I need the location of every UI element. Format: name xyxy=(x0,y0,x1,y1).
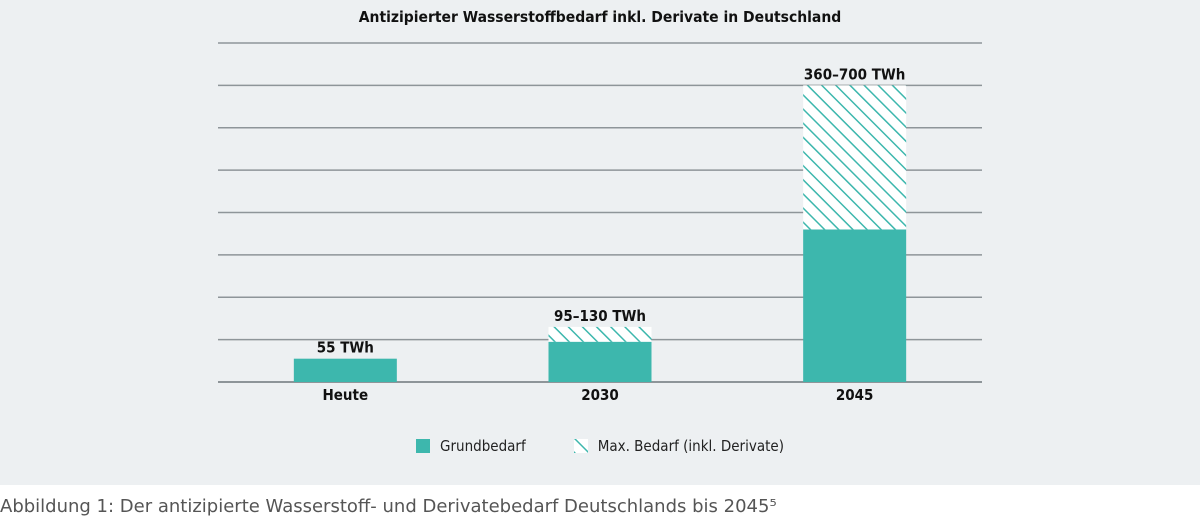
data-label: 55 TWh xyxy=(317,339,374,357)
x-tick-label: 2030 xyxy=(581,386,619,404)
chart-title: Antizipierter Wasserstoffbedarf inkl. De… xyxy=(358,8,842,26)
legend-label-max-bedarf: Max. Bedarf (inkl. Derivate) xyxy=(597,437,784,455)
legend-label-grundbedarf: Grundbedarf xyxy=(440,437,526,455)
legend-item-grundbedarf: Grundbedarf xyxy=(416,437,526,455)
bar-grundbedarf xyxy=(293,358,397,382)
legend-swatch-hatched xyxy=(573,439,588,453)
bar-grundbedarf xyxy=(548,341,652,382)
legend-swatch-solid xyxy=(416,439,431,453)
chart-panel xyxy=(0,0,1200,485)
bar-max-bedarf xyxy=(548,326,652,342)
data-label: 360–700 TWh xyxy=(804,65,905,83)
legend-item-max-bedarf: Max. Bedarf (inkl. Derivate) xyxy=(573,437,784,455)
bars xyxy=(293,85,907,382)
figure-caption: Abbildung 1: Der antizipierte Wasserstof… xyxy=(0,496,777,517)
bar-max-bedarf xyxy=(803,85,907,230)
data-label: 95–130 TWh xyxy=(554,307,646,325)
x-tick-label: 2045 xyxy=(836,386,874,404)
x-tick-label: Heute xyxy=(322,386,368,404)
legend: Grundbedarf Max. Bedarf (inkl. Derivate) xyxy=(0,437,1200,455)
bar-grundbedarf xyxy=(803,229,907,382)
labels: 55 TWh Heute 95–130 TWh 2030 360–700 TWh 2045 xyxy=(317,65,906,404)
bar-chart: 55 TWh Heute 95–130 TWh 2030 360–700 TWh 2045 xyxy=(218,42,982,404)
